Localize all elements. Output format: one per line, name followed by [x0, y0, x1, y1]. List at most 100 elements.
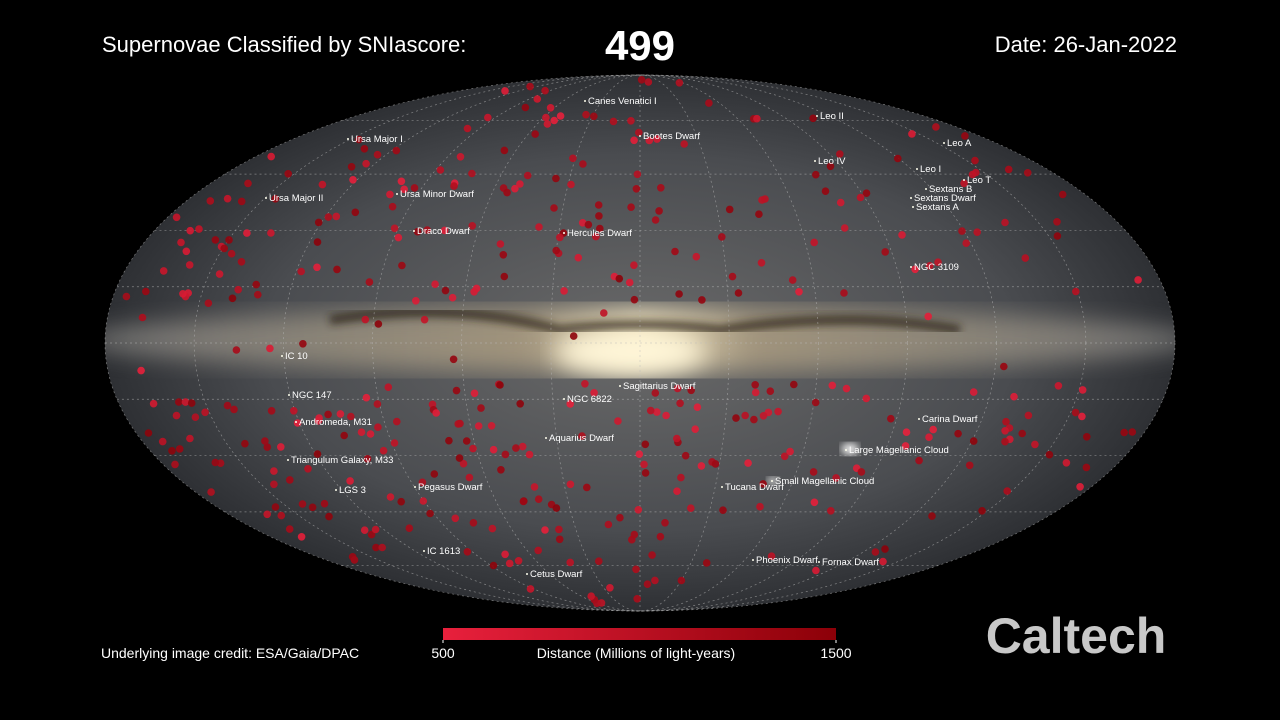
supernova: [928, 512, 936, 520]
object-marker: [814, 160, 816, 162]
supernova: [680, 140, 688, 148]
supernova: [172, 213, 181, 222]
supernova: [430, 470, 439, 478]
supernova: [718, 233, 726, 241]
supernova: [641, 469, 650, 477]
supernova: [677, 473, 685, 482]
supernova: [366, 430, 375, 438]
supernova: [581, 380, 589, 388]
supernova: [418, 478, 427, 487]
object-label: Ursa Major I: [351, 134, 403, 145]
supernova: [958, 227, 966, 235]
supernova: [362, 393, 371, 402]
object-label: IC 1613: [427, 546, 460, 557]
supernova: [149, 399, 158, 408]
object-marker: [413, 230, 415, 232]
supernova: [1134, 276, 1142, 284]
supernova: [560, 287, 568, 295]
supernova: [459, 459, 468, 468]
supernova: [388, 202, 397, 211]
supernova: [456, 153, 465, 161]
supernova: [898, 231, 906, 239]
supernova: [496, 381, 504, 389]
supernova: [635, 128, 643, 137]
supernova: [627, 203, 635, 211]
supernova: [614, 417, 622, 425]
supernova: [693, 403, 702, 412]
supernova: [676, 399, 684, 408]
supernova: [175, 398, 183, 406]
supernova: [206, 197, 215, 205]
object-label: Fornax Dwarf: [822, 557, 879, 568]
supernova: [556, 112, 565, 120]
object-label: Bootes Dwarf: [643, 131, 700, 142]
supernova: [318, 180, 327, 189]
supernova: [297, 267, 306, 276]
supernova: [671, 247, 679, 256]
supernova: [809, 114, 817, 123]
supernova: [315, 414, 323, 422]
supernova: [1071, 408, 1080, 417]
supernova: [531, 130, 539, 138]
supernova: [144, 429, 153, 437]
object-marker: [639, 135, 641, 137]
supernova: [340, 431, 349, 440]
supernova: [468, 169, 476, 178]
supernova: [171, 460, 179, 469]
supernova: [514, 557, 523, 565]
supernova: [1054, 382, 1063, 390]
object-marker: [963, 179, 965, 181]
supernova: [378, 543, 387, 552]
supernova: [687, 504, 695, 512]
supernova: [902, 428, 911, 437]
colorbar-ticks: 500 1500: [431, 640, 852, 661]
supernova: [374, 320, 383, 328]
supernova: [827, 507, 835, 515]
object-label: Hercules Dwarf: [567, 228, 632, 239]
supernova: [232, 346, 241, 354]
supernova: [569, 332, 578, 340]
supernova: [237, 258, 246, 266]
object-marker: [545, 437, 547, 439]
object-label: Sextans B: [929, 184, 972, 195]
supernova: [220, 244, 228, 253]
object-label: LGS 3: [339, 485, 366, 496]
supernova: [673, 434, 681, 443]
supernova: [633, 595, 641, 603]
supernova: [542, 113, 550, 122]
supernova: [1076, 483, 1084, 491]
supernova: [932, 123, 940, 131]
credit: Underlying image credit: ESA/Gaia/DPAC: [101, 645, 359, 661]
supernova: [1001, 437, 1009, 446]
colorbar: [443, 628, 836, 640]
object-label: Ursa Minor Dwarf: [400, 189, 474, 200]
supernova: [362, 159, 370, 168]
supernova: [881, 248, 889, 256]
object-marker: [910, 266, 912, 268]
supernova: [790, 380, 798, 389]
supernova: [766, 387, 775, 396]
supernova: [887, 414, 895, 423]
supernova: [270, 467, 278, 475]
supernova: [470, 288, 478, 296]
supernova: [1053, 218, 1061, 226]
supernova: [552, 174, 560, 183]
supernova: [698, 296, 706, 304]
object-label: Leo I: [920, 164, 941, 175]
supernova: [1053, 232, 1062, 240]
supernova: [677, 576, 686, 585]
supernova: [324, 213, 333, 221]
supernova: [263, 443, 272, 451]
supernova: [333, 265, 341, 274]
supernova: [227, 249, 236, 258]
supernova: [533, 95, 542, 103]
supernova: [809, 468, 818, 476]
supernova: [1072, 287, 1080, 296]
supernova: [635, 450, 644, 459]
supernova: [550, 204, 558, 212]
supernova: [569, 154, 577, 163]
supernova: [440, 226, 449, 235]
object-label: Leo T: [967, 175, 991, 186]
supernova: [541, 86, 549, 95]
